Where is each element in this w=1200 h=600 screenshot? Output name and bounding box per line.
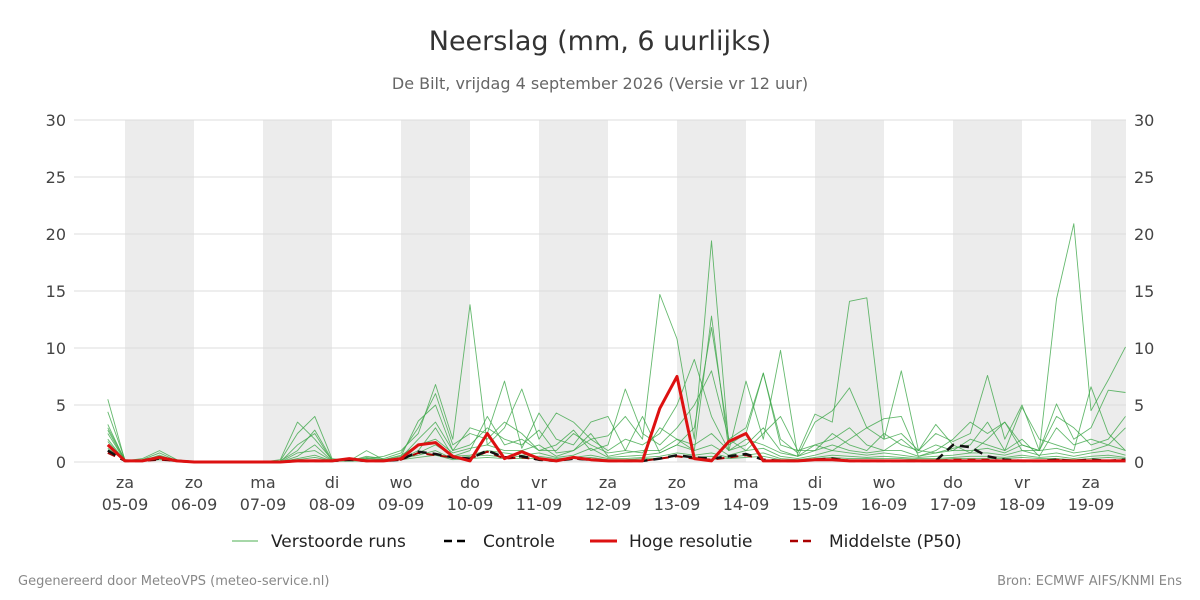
series-line-ensemble <box>107 315 1126 463</box>
x-tick-day: vr <box>1014 473 1030 492</box>
x-tick-day: za <box>1082 473 1100 492</box>
x-tick-date: 12-09 <box>585 495 632 514</box>
x-tick-day: zo <box>185 473 203 492</box>
y-tick-label: 30 <box>46 111 66 130</box>
y-tick-label: 20 <box>46 225 66 244</box>
legend-item: Controle <box>444 532 555 552</box>
legend-item: Middelste (P50) <box>790 532 962 552</box>
y-tick-label: 15 <box>1134 282 1154 301</box>
y-tick-label: 10 <box>46 339 66 358</box>
x-tick-day: wo <box>873 473 896 492</box>
x-tick-date: 06-09 <box>171 495 218 514</box>
legend-label: Verstoorde runs <box>271 532 406 552</box>
x-tick-day: zo <box>668 473 686 492</box>
footer-source-left: Gegenereerd door MeteoVPS (meteo-service… <box>18 574 329 589</box>
x-tick-date: 15-09 <box>792 495 839 514</box>
y-tick-label: 0 <box>56 453 66 472</box>
x-tick-date: 17-09 <box>930 495 977 514</box>
x-tick-day: di <box>325 473 340 492</box>
x-tick-date: 10-09 <box>447 495 494 514</box>
x-tick-day: do <box>460 473 480 492</box>
x-tick-date: 09-09 <box>378 495 425 514</box>
x-tick-date: 11-09 <box>516 495 563 514</box>
legend-item: Hoge resolutie <box>590 532 753 552</box>
x-tick-date: 08-09 <box>309 495 356 514</box>
x-tick-date: 16-09 <box>861 495 908 514</box>
y-tick-label: 0 <box>1134 453 1144 472</box>
legend-label: Controle <box>483 532 555 552</box>
series-line-hires <box>106 375 1126 464</box>
series-layer <box>106 223 1126 464</box>
legend-label: Hoge resolutie <box>629 532 753 552</box>
x-tick-day: di <box>808 473 823 492</box>
y-axis-right: 0 5 10 15 20 25 30 <box>1134 111 1154 472</box>
y-tick-label: 5 <box>1134 396 1144 415</box>
chart-subtitle: De Bilt, vrijdag 4 september 2026 (Versi… <box>392 74 808 93</box>
x-axis: za 05-09 zo 06-09 ma 07-09 di 08-09 wo 09-09 do 10-… <box>102 473 1115 514</box>
y-tick-label: 30 <box>1134 111 1154 130</box>
y-tick-label: 25 <box>1134 168 1154 187</box>
y-tick-label: 15 <box>46 282 66 301</box>
legend-item: Verstoorde runs <box>232 532 406 552</box>
footer-source-right: Bron: ECMWF AIFS/KNMI Ens <box>997 574 1182 589</box>
y-tick-label: 20 <box>1134 225 1154 244</box>
x-tick-date: 05-09 <box>102 495 149 514</box>
x-tick-date: 18-09 <box>999 495 1046 514</box>
y-tick-label: 10 <box>1134 339 1154 358</box>
legend: Verstoorde runs Controle Hoge resolutie Mid… <box>232 532 962 552</box>
legend-label: Middelste (P50) <box>829 532 962 552</box>
x-tick-date: 19-09 <box>1068 495 1115 514</box>
x-tick-day: ma <box>733 473 758 492</box>
x-tick-day: za <box>116 473 134 492</box>
x-tick-day: wo <box>390 473 413 492</box>
x-tick-date: 13-09 <box>654 495 701 514</box>
x-tick-date: 07-09 <box>240 495 287 514</box>
x-tick-day: vr <box>531 473 547 492</box>
x-tick-day: do <box>943 473 963 492</box>
y-tick-label: 25 <box>46 168 66 187</box>
y-tick-label: 5 <box>56 396 66 415</box>
x-tick-day: ma <box>250 473 275 492</box>
chart-title: Neerslag (mm, 6 uurlijks) <box>429 26 771 57</box>
x-tick-day: za <box>599 473 617 492</box>
x-tick-date: 14-09 <box>723 495 770 514</box>
y-axis-left: 0 5 10 15 20 25 30 <box>46 111 66 472</box>
